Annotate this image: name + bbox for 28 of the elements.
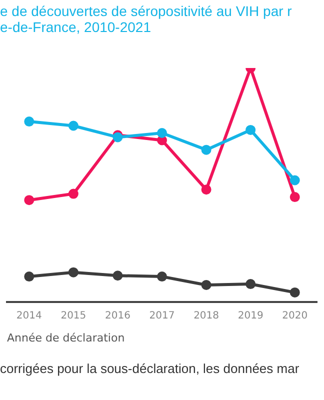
point bbox=[201, 144, 212, 155]
x-tick-label: 2015 bbox=[60, 310, 86, 322]
point bbox=[24, 195, 34, 206]
point bbox=[157, 272, 167, 282]
point bbox=[290, 287, 300, 298]
point bbox=[290, 175, 300, 186]
point bbox=[68, 267, 78, 278]
text: corrigées pour la sous-déclaration, les données mar bbox=[0, 361, 300, 376]
point bbox=[246, 279, 256, 290]
x-tick-label: 2014 bbox=[16, 310, 42, 322]
x-axis-title: Année de déclaration bbox=[7, 331, 125, 344]
point bbox=[68, 188, 78, 199]
x-tick-label: 2019 bbox=[238, 310, 264, 322]
x-tick-label: 2017 bbox=[149, 310, 175, 322]
point bbox=[290, 192, 300, 202]
point bbox=[24, 272, 34, 282]
point bbox=[201, 184, 212, 195]
point bbox=[68, 120, 78, 131]
chart-title: e de découvertes de séropositivité au VIH par r e-de-France, 2010-2021 bbox=[0, 2, 293, 37]
x-tick-label: 2018 bbox=[194, 310, 220, 322]
point bbox=[157, 128, 167, 138]
point bbox=[112, 270, 123, 281]
x-tick-label: 2016 bbox=[104, 310, 130, 322]
point bbox=[157, 135, 167, 146]
point bbox=[24, 116, 34, 127]
point bbox=[246, 124, 256, 135]
x-tick-label: 2020 bbox=[282, 310, 308, 322]
point bbox=[201, 280, 212, 290]
